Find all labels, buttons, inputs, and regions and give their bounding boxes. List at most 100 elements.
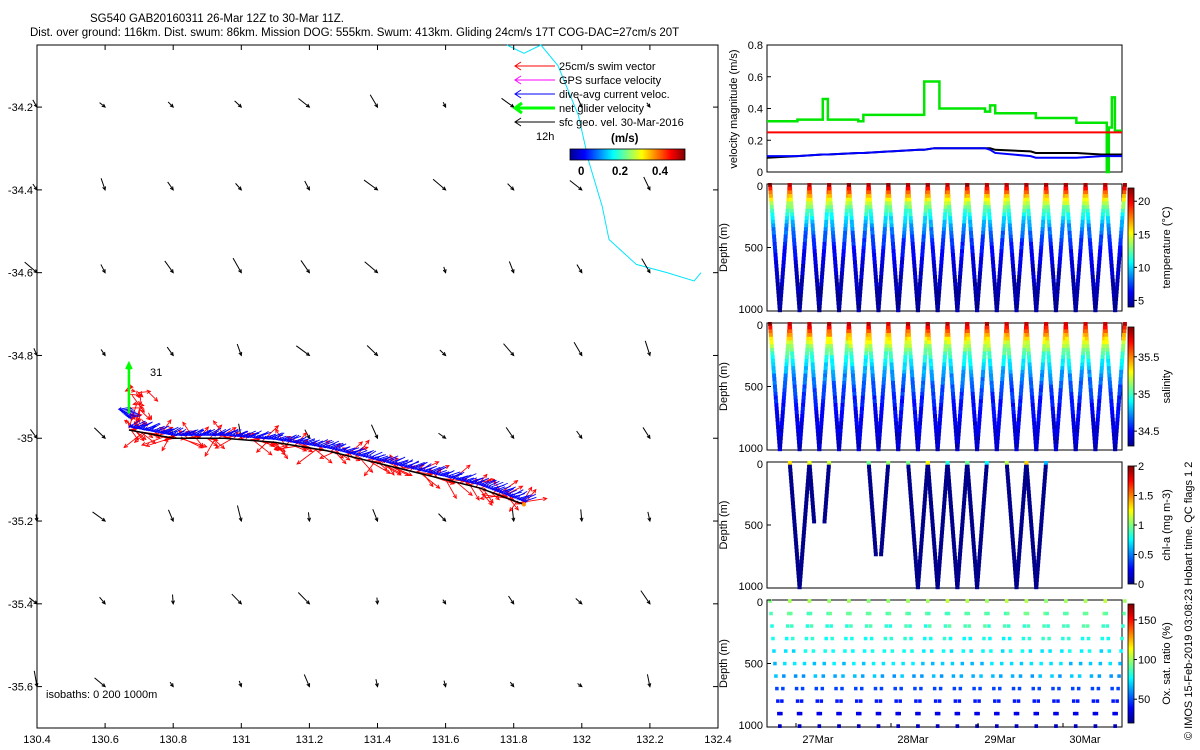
scatter-point [1068,241,1073,246]
scatter-point [993,699,997,703]
geo-vector [375,597,380,605]
scatter-point [788,186,793,191]
scatter-point [980,523,985,528]
scatter-point [914,286,919,291]
scatter-point [868,479,873,484]
scatter-point [923,482,928,487]
swim-vector [132,401,138,406]
scatter-point [869,355,874,360]
scatter-point [1091,286,1096,291]
scatter-point [993,425,998,430]
scatter-point [822,519,827,524]
scatter-point [1017,274,1022,279]
scatter-point [938,544,943,549]
scatter-point [793,537,798,542]
scatter-point [966,479,971,484]
scatter-point [1011,267,1016,272]
swim-vector [479,495,501,501]
geo-vector [303,674,311,688]
scatter-point [958,413,963,418]
depth-colorbar [1127,465,1135,585]
scatter-point [788,599,792,603]
scatter-point [788,464,793,469]
scatter-point [1034,304,1039,309]
scatter-point [986,336,991,341]
scatter-point [1057,686,1061,691]
depth-y-label: Depth (m) [718,362,730,411]
scatter-point [852,249,857,254]
depth-ytick-label: 500 [745,382,763,394]
scatter-point [1049,249,1054,254]
scatter-point [962,351,967,356]
scatter-point [953,699,958,703]
scatter-point [982,219,987,224]
scatter-point [975,581,980,586]
scatter-point [1020,369,1025,374]
scatter-point [916,577,921,582]
isobaths-label: isobaths: 0 200 1000m [46,689,157,701]
scatter-points [768,322,1127,452]
scatter-point [784,636,789,641]
scatter-point [1002,344,1007,349]
scatter-point [1105,212,1110,217]
scatter-point [1110,271,1115,276]
scatter-point [772,373,777,378]
scatter-point [1090,267,1095,272]
scatter-point [996,421,1001,426]
scatter-point [788,336,793,341]
scatter-point [1085,624,1090,628]
scatter-point [1041,355,1046,360]
scatter-point [1040,512,1045,517]
scatter-point [923,212,928,217]
scatter-point [1067,369,1072,374]
scatter-point [893,271,898,276]
scatter-point [778,439,783,444]
scatter-point [962,501,967,506]
scatter-point [798,436,803,441]
scatter-point [939,395,944,400]
scatter-point [900,256,905,261]
scatter-point [1027,362,1032,367]
scatter-point [1098,380,1103,385]
scatter-point [1069,249,1074,254]
scatter-point [977,282,982,287]
scatter-point [1084,197,1089,202]
scatter-point [910,384,915,389]
scatter-point [1040,366,1045,371]
scatter-point [978,410,983,415]
scatter-point [957,555,962,560]
scatter-point [958,274,963,279]
scatter-point [947,624,952,628]
scatter-point [1040,227,1045,232]
scatter-point [928,351,933,356]
scatter-point [822,238,827,243]
scatter-point [864,212,869,217]
scatter-point [873,413,878,418]
map-xtick-label: 131.6 [432,734,460,746]
scatter-point [823,230,828,235]
scatter-point [930,515,935,520]
scatter-point [774,267,779,272]
scatter-point [903,347,908,352]
scatter-point [1095,282,1100,287]
scatter-point [1049,388,1054,393]
scatter-point [990,391,995,396]
scatter-point [1056,278,1061,283]
scatter-point [1047,369,1052,374]
scatter-point [1044,599,1048,603]
scatter-point [1019,241,1024,246]
scatter-point [794,410,799,415]
scatter-point [969,373,974,378]
scatter-point [981,366,986,371]
scatter-point [1000,369,1005,374]
scatter-point [772,384,777,389]
scatter-point [839,699,843,703]
scatter-point [780,278,785,283]
scatter-point [770,216,775,221]
scatter-point [806,336,811,341]
scatter-point [1070,402,1075,407]
scatter-point [948,223,953,228]
scatter-point [966,197,971,202]
scatter-point [894,432,899,437]
scatter-point [1006,201,1011,206]
